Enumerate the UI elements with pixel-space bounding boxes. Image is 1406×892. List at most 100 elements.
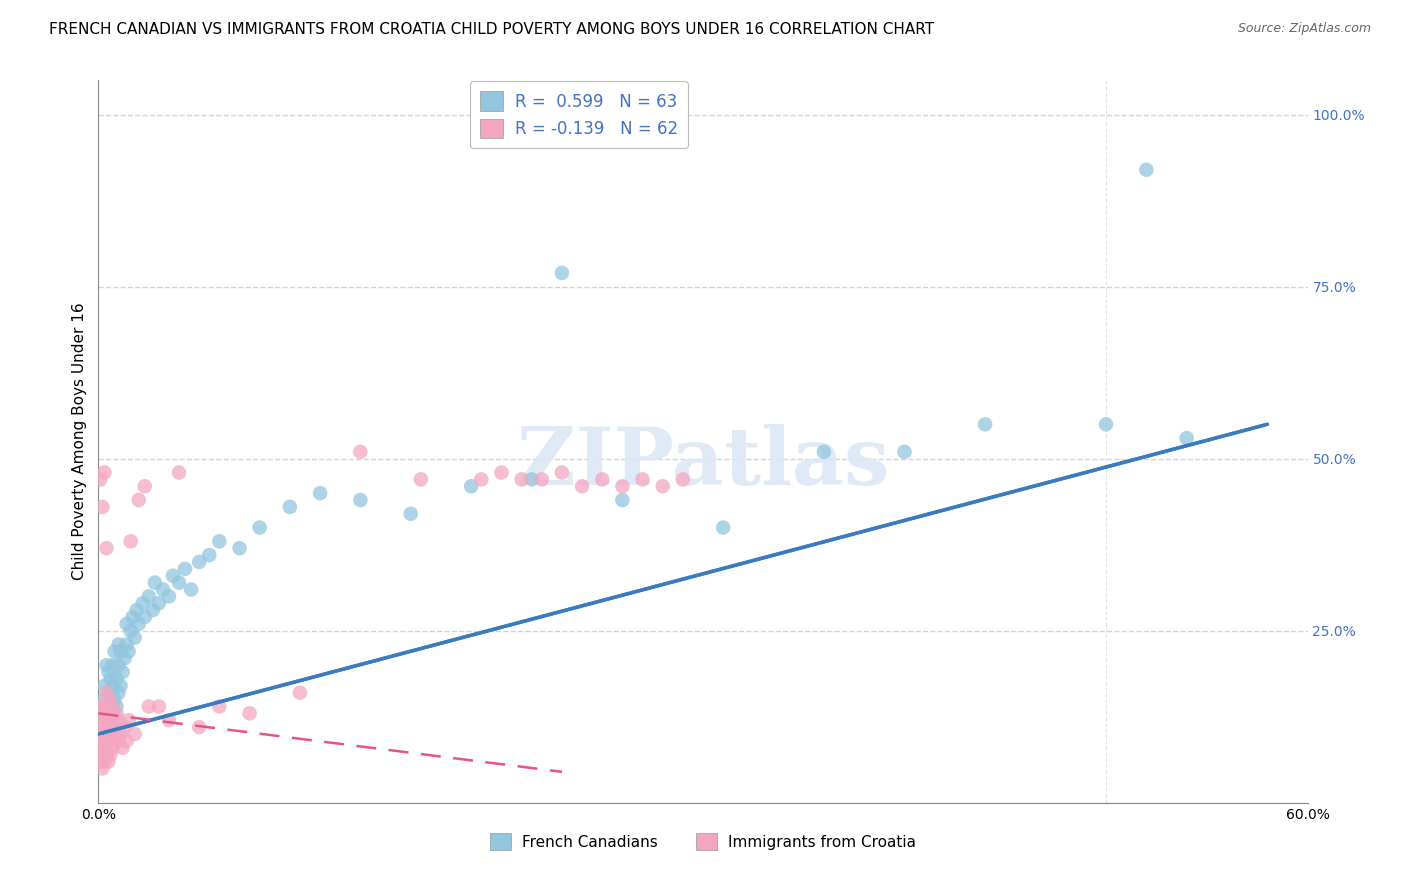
Point — [128, 616, 150, 631]
Point — [89, 740, 111, 755]
Point — [97, 665, 120, 679]
Point — [571, 479, 593, 493]
Point — [110, 679, 132, 693]
Point — [93, 720, 115, 734]
Point — [101, 720, 124, 734]
Point — [91, 706, 114, 721]
Point — [96, 706, 118, 721]
Point — [249, 520, 271, 534]
Point — [208, 534, 231, 549]
Point — [101, 658, 124, 673]
Point — [89, 713, 111, 727]
Point — [143, 575, 166, 590]
Point — [89, 727, 111, 741]
Point — [97, 686, 120, 700]
Point — [174, 562, 197, 576]
Point — [103, 713, 125, 727]
Point — [100, 727, 122, 741]
Point — [208, 699, 231, 714]
Point — [96, 747, 118, 762]
Point — [813, 445, 835, 459]
Point — [1175, 431, 1198, 445]
Point — [91, 727, 114, 741]
Point — [97, 692, 120, 706]
Point — [124, 727, 146, 741]
Point — [107, 713, 129, 727]
Point — [121, 610, 143, 624]
Point — [115, 616, 138, 631]
Point — [107, 734, 129, 748]
Point — [510, 472, 533, 486]
Point — [97, 713, 120, 727]
Point — [651, 479, 673, 493]
Point — [520, 472, 543, 486]
Point — [288, 686, 311, 700]
Point — [91, 740, 114, 755]
Point — [89, 699, 111, 714]
Point — [93, 679, 115, 693]
Point — [409, 472, 432, 486]
Point — [105, 699, 128, 714]
Legend: French Canadians, Immigrants from Croatia: French Canadians, Immigrants from Croati… — [484, 827, 922, 856]
Point — [100, 699, 122, 714]
Point — [105, 706, 128, 721]
Point — [93, 692, 115, 706]
Point — [349, 445, 371, 459]
Point — [118, 644, 141, 658]
Point — [631, 472, 654, 486]
Point — [162, 568, 184, 582]
Point — [114, 720, 136, 734]
Point — [132, 596, 155, 610]
Point — [96, 541, 118, 556]
Point — [349, 493, 371, 508]
Point — [115, 638, 138, 652]
Point — [470, 472, 492, 486]
Point — [97, 734, 120, 748]
Point — [138, 699, 160, 714]
Point — [105, 727, 128, 741]
Point — [198, 548, 221, 562]
Point — [142, 603, 165, 617]
Point — [120, 534, 142, 549]
Point — [125, 603, 148, 617]
Point — [101, 740, 124, 755]
Point — [101, 699, 124, 714]
Point — [93, 734, 115, 748]
Point — [974, 417, 997, 432]
Point — [91, 761, 114, 775]
Point — [114, 651, 136, 665]
Point — [91, 500, 114, 514]
Point — [491, 466, 513, 480]
Point — [239, 706, 262, 721]
Point — [118, 713, 141, 727]
Point — [100, 747, 122, 762]
Point — [167, 466, 190, 480]
Point — [530, 472, 553, 486]
Point — [278, 500, 301, 514]
Point — [1095, 417, 1118, 432]
Point — [96, 734, 118, 748]
Point — [103, 692, 125, 706]
Point — [93, 466, 115, 480]
Point — [148, 596, 170, 610]
Point — [96, 658, 118, 673]
Point — [97, 755, 120, 769]
Point — [893, 445, 915, 459]
Text: ZIPatlas: ZIPatlas — [517, 425, 889, 502]
Point — [591, 472, 613, 486]
Point — [124, 631, 146, 645]
Point — [180, 582, 202, 597]
Point — [711, 520, 734, 534]
Point — [111, 740, 134, 755]
Point — [672, 472, 695, 486]
Point — [167, 575, 190, 590]
Point — [110, 644, 132, 658]
Point — [107, 658, 129, 673]
Point — [612, 479, 634, 493]
Point — [91, 699, 114, 714]
Text: Source: ZipAtlas.com: Source: ZipAtlas.com — [1237, 22, 1371, 36]
Point — [100, 672, 122, 686]
Y-axis label: Child Poverty Among Boys Under 16: Child Poverty Among Boys Under 16 — [72, 302, 87, 581]
Point — [100, 706, 122, 721]
Point — [120, 624, 142, 638]
